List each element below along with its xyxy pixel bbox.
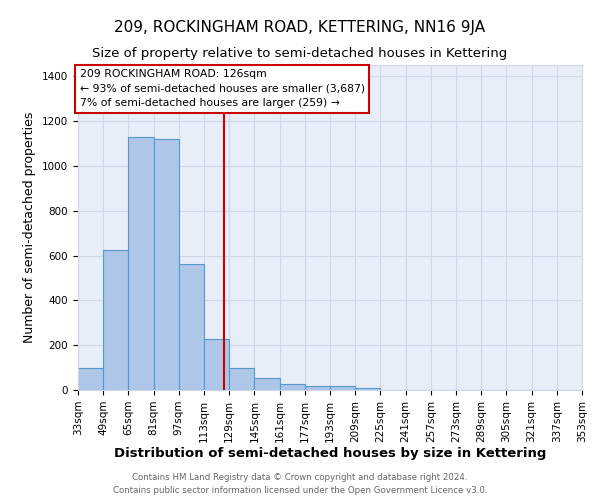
Bar [179,264,204,390]
Bar [78,368,103,390]
Bar [103,250,128,390]
Bar [305,386,330,390]
Text: Size of property relative to semi-detached houses in Kettering: Size of property relative to semi-detach… [92,48,508,60]
Text: 209 ROCKINGHAM ROAD: 126sqm
← 93% of semi-detached houses are smaller (3,687)
7%: 209 ROCKINGHAM ROAD: 126sqm ← 93% of sem… [80,70,365,108]
Bar [355,388,380,390]
X-axis label: Distribution of semi-detached houses by size in Kettering: Distribution of semi-detached houses by … [114,448,546,460]
Text: 209, ROCKINGHAM ROAD, KETTERING, NN16 9JA: 209, ROCKINGHAM ROAD, KETTERING, NN16 9J… [115,20,485,35]
Bar [204,339,229,390]
Bar [330,386,355,390]
Bar [154,139,179,390]
Bar [280,384,305,390]
Bar [254,378,280,390]
Bar [229,368,254,390]
Text: Contains HM Land Registry data © Crown copyright and database right 2024.
Contai: Contains HM Land Registry data © Crown c… [113,474,487,495]
Bar [128,137,154,390]
Y-axis label: Number of semi-detached properties: Number of semi-detached properties [23,112,37,343]
